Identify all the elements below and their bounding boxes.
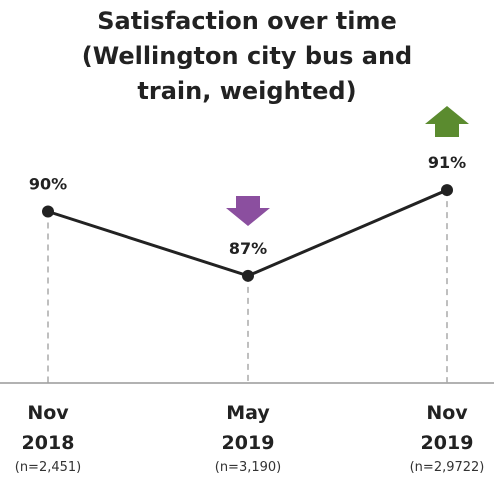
point <box>242 269 254 282</box>
sample-size: (n=2,451) <box>14 460 82 475</box>
sample-size: (n=3,190) <box>214 460 282 475</box>
point <box>42 205 54 218</box>
x-tick-label: May 2019 <box>221 402 275 454</box>
value-label: 91% <box>428 153 466 172</box>
x-tick-label: Nov 2019 <box>420 402 474 454</box>
up-arrow <box>425 106 469 137</box>
value-label: 90% <box>29 175 67 194</box>
sample-size: (n=2,9722) <box>409 460 485 475</box>
x-tick-label: Nov 2018 <box>21 402 75 454</box>
value-label: 87% <box>229 239 267 258</box>
down-arrow <box>226 196 270 226</box>
point <box>441 184 453 197</box>
chart-title: Satisfaction over time (Wellington city … <box>81 7 413 105</box>
